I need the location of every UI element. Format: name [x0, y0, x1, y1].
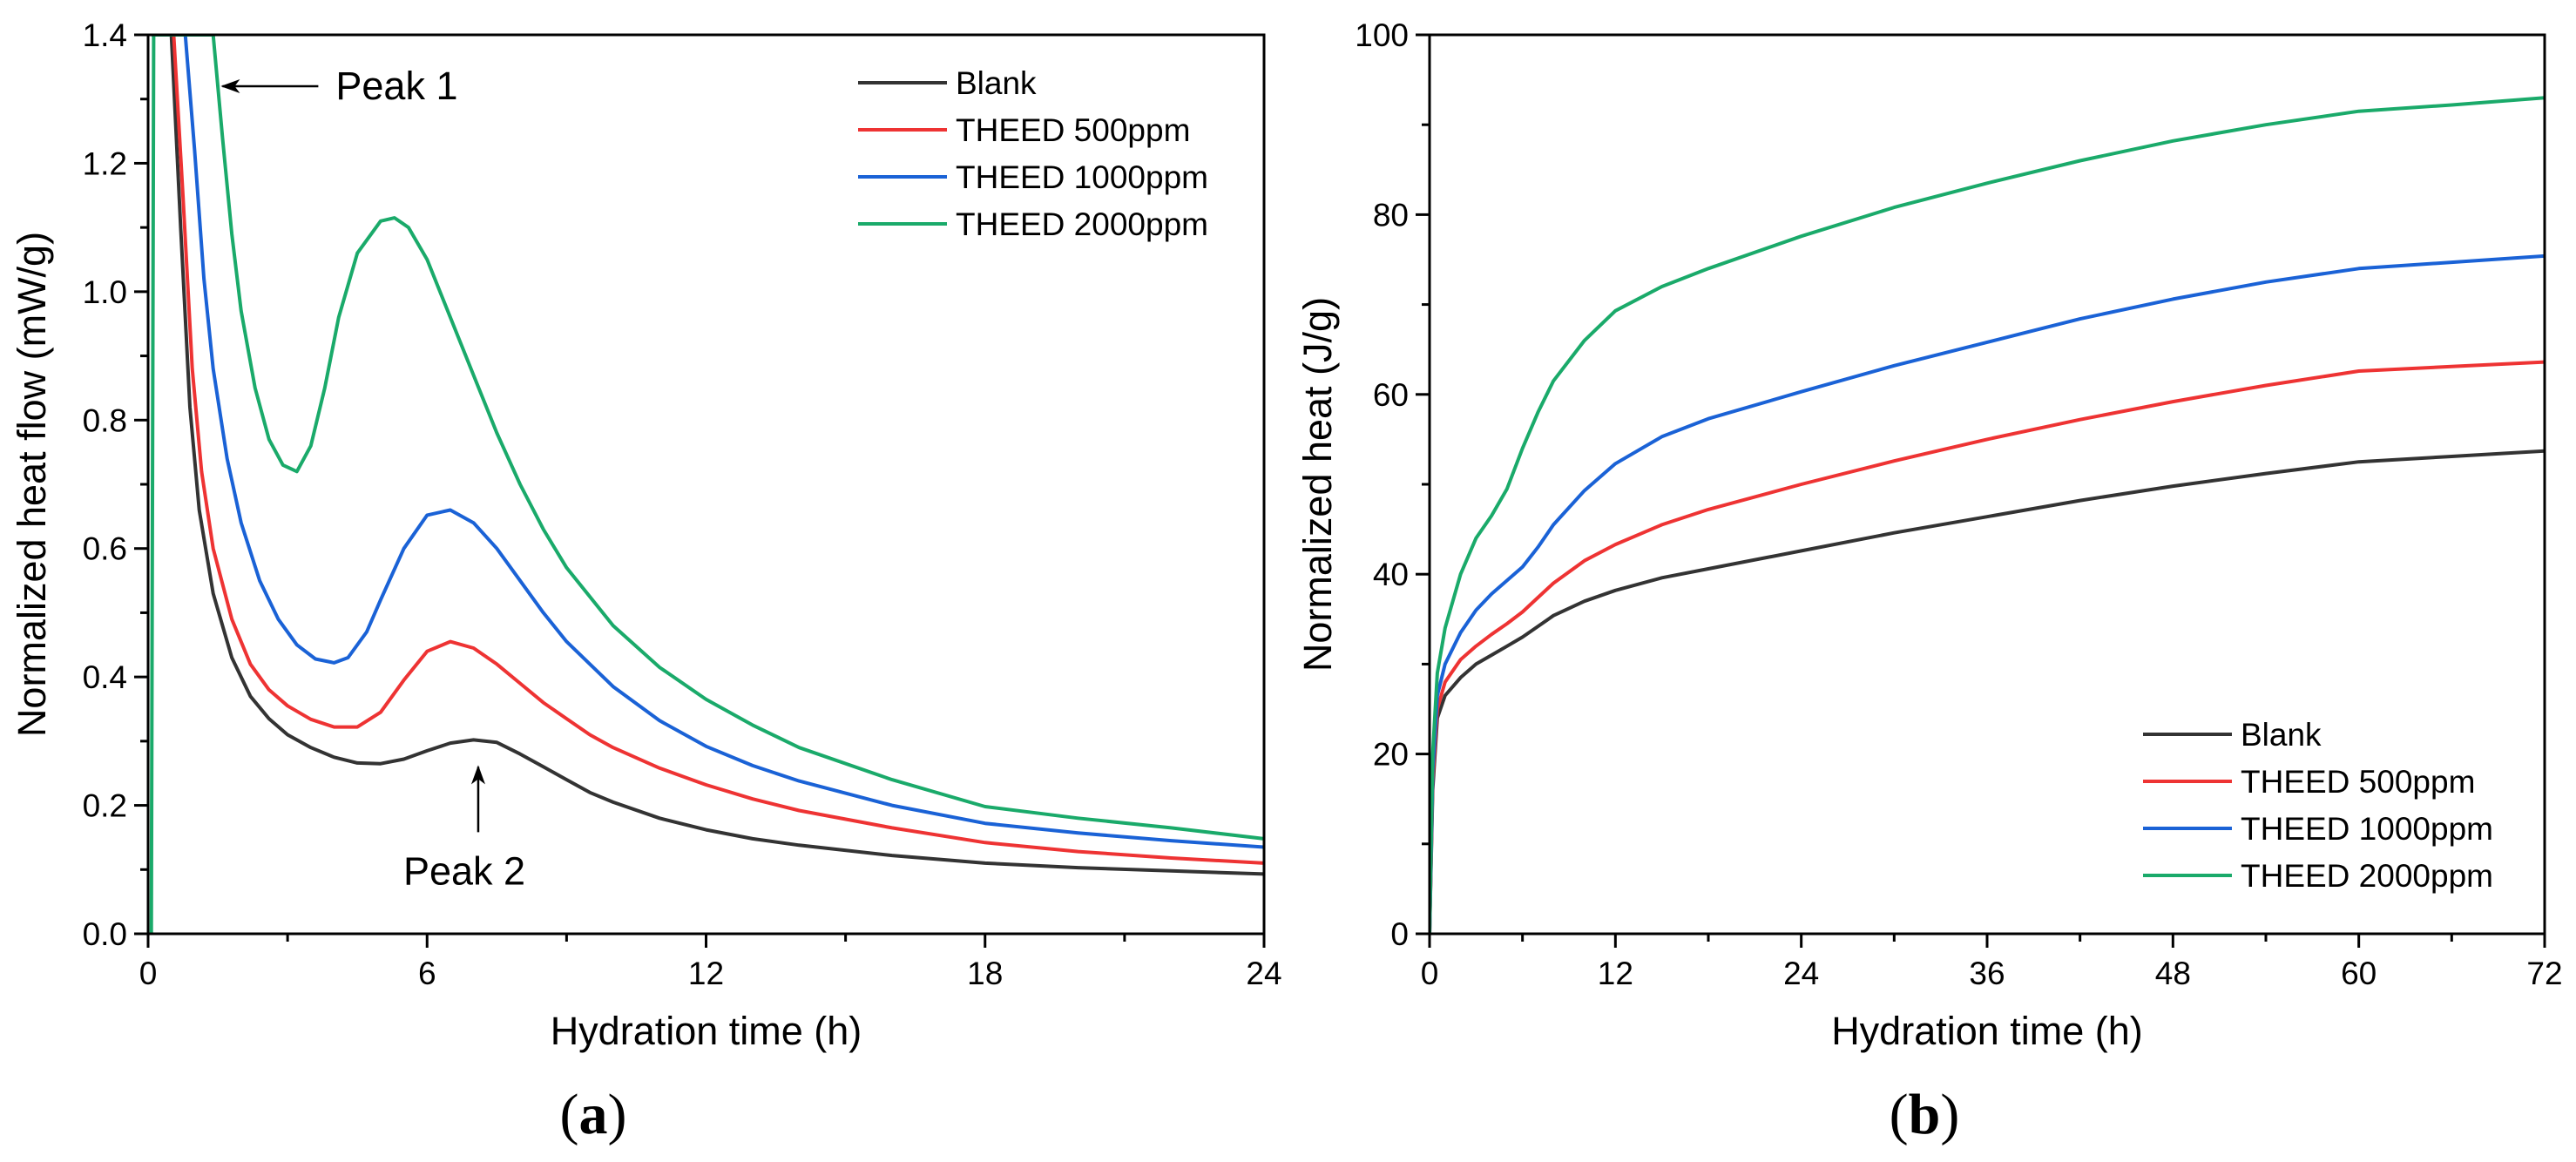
- x-axis-title: Hydration time (h): [1831, 1009, 2143, 1053]
- chart-panel-a: 0 6 12 18 24 0.0 0.2 0.4 0.6 0.8 1.0 1.2 1.4 Hydratio…: [10, 17, 1282, 1146]
- legend-label: THEED 500ppm: [2241, 764, 2475, 800]
- x-tick-label: 12: [1598, 956, 1633, 991]
- x-tick-label: 12: [688, 956, 724, 991]
- legend-label: THEED 1000ppm: [2241, 811, 2493, 847]
- legend-label: THEED 2000ppm: [956, 206, 1208, 242]
- y-tick-label: 0.6: [83, 531, 127, 567]
- y-tick-label: 60: [1373, 377, 1409, 413]
- series-line-theed-1000ppm: [151, 35, 1264, 849]
- x-axis-title: Hydration time (h): [551, 1009, 862, 1053]
- x-tick-label: 6: [418, 956, 436, 991]
- y-tick-label: 1.0: [83, 274, 127, 310]
- y-tick-label: 1.2: [83, 145, 127, 181]
- y-tick-label: 1.4: [83, 17, 127, 53]
- y-tick-label: 0.0: [83, 916, 127, 952]
- legend: Blank THEED 500ppm THEED 1000ppm THEED 2000…: [858, 65, 1208, 242]
- x-tick-label: 0: [1421, 956, 1439, 991]
- y-tick-label: 20: [1373, 737, 1409, 773]
- series-line-theed-2000ppm: [149, 35, 1264, 934]
- series-line-blank: [151, 35, 1264, 876]
- x-tick-label: 24: [1246, 956, 1281, 991]
- y-tick-label: 80: [1373, 197, 1409, 233]
- x-tick-label: 18: [967, 956, 1003, 991]
- panel-label: (b): [1890, 1083, 1960, 1146]
- legend-label: THEED 2000ppm: [2241, 858, 2493, 894]
- annotation-label: Peak 1: [335, 64, 457, 108]
- x-tick-label: 60: [2341, 956, 2377, 991]
- annotation-label: Peak 2: [403, 848, 525, 893]
- x-tick-label: 0: [139, 956, 158, 991]
- y-tick-label: 100: [1355, 17, 1409, 53]
- legend-label: Blank: [956, 65, 1037, 101]
- legend-label: THEED 1000ppm: [956, 159, 1208, 195]
- x-tick-label: 72: [2526, 956, 2562, 991]
- chart-panel-b: 0 12 24 36 48 60 72 0 20 40 60 80 100 Hydration time …: [1295, 17, 2563, 1146]
- x-tick-label: 24: [1783, 956, 1819, 991]
- legend-label: Blank: [2241, 717, 2322, 753]
- y-tick-label: 0.8: [83, 402, 127, 438]
- legend: Blank THEED 500ppm THEED 1000ppm THEED 2000…: [2143, 717, 2493, 894]
- y-tick-label: 40: [1373, 557, 1409, 592]
- series-line-blank: [1430, 449, 2545, 934]
- y-tick-label: 0.4: [83, 659, 127, 695]
- series-line-theed-500ppm: [1430, 360, 2545, 934]
- x-tick-label: 36: [1969, 956, 2005, 991]
- legend-label: THEED 500ppm: [956, 112, 1190, 148]
- series-line-theed-2000ppm: [1430, 96, 2545, 934]
- series-line-theed-500ppm: [151, 35, 1264, 865]
- y-tick-label: 0.2: [83, 788, 127, 824]
- series-line-theed-1000ppm: [1430, 253, 2545, 934]
- x-tick-label: 48: [2155, 956, 2191, 991]
- panel-label: (a): [560, 1083, 627, 1146]
- y-tick-label: 0: [1390, 916, 1409, 952]
- y-axis-title: Normalized heat flow (mW/g): [10, 232, 54, 737]
- y-axis-title: Normalized heat (J/g): [1295, 297, 1340, 672]
